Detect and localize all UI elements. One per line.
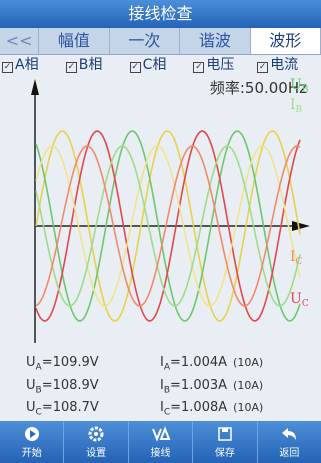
- check-box: ✓: [257, 62, 268, 73]
- start-button[interactable]: 开始: [0, 421, 64, 463]
- symbol: U: [26, 355, 36, 370]
- checkbox[interactable]: ✓C相: [130, 55, 194, 75]
- tab[interactable]: 波形: [251, 28, 321, 54]
- wave-label-sub: C: [302, 299, 309, 309]
- value: =108.9V: [42, 378, 99, 393]
- value: =1.003A: [170, 378, 227, 393]
- checkbox-label: B相: [79, 57, 103, 73]
- checkbox[interactable]: ✓B相: [66, 55, 130, 75]
- button-label: 设置: [86, 448, 106, 459]
- tab[interactable]: 谐波: [180, 28, 250, 54]
- voltage-reading: UA=109.9V: [26, 354, 160, 377]
- current-reading: IB=1.003A(10A): [160, 377, 263, 400]
- button-label: 接线: [151, 448, 171, 459]
- settings-button[interactable]: 设置: [64, 421, 128, 463]
- wave-label-sub: C: [296, 257, 303, 267]
- wave-label-sub: B: [296, 105, 303, 115]
- current-reading: IC=1.008A(10A): [160, 399, 263, 422]
- voltage-reading: UC=108.7V: [26, 399, 160, 422]
- checkbox[interactable]: ✓A相: [2, 55, 66, 75]
- save-button[interactable]: 保存: [193, 421, 257, 463]
- checkbox-label: A相: [15, 57, 39, 73]
- back-button[interactable]: 返回: [258, 421, 321, 463]
- tab[interactable]: <<: [0, 28, 39, 54]
- value: =108.7V: [42, 400, 99, 415]
- range: (10A): [233, 379, 263, 392]
- value: =1.004A: [170, 355, 227, 370]
- checkbox-label: 电压: [206, 57, 234, 73]
- check-box: ✓: [193, 62, 204, 73]
- axis-arrow: [292, 221, 310, 231]
- check-box: ✓: [66, 62, 77, 73]
- wave-label: UB: [290, 77, 309, 95]
- toolbar: 开始 设置 接线 保存 返回: [0, 421, 321, 463]
- current-reading: IA=1.004A(10A): [160, 354, 263, 377]
- tab[interactable]: 一次: [110, 28, 180, 54]
- value: =109.9V: [42, 355, 99, 370]
- device-screen: 接线检查 << 幅值 一次 谐波 波形 ✓A相✓B相✓C相✓电压✓电流 频率:5…: [0, 0, 321, 463]
- voltage-reading: UB=108.9V: [26, 377, 160, 400]
- checkbox-row: ✓A相✓B相✓C相✓电压✓电流: [0, 55, 321, 75]
- axis-arrow: [31, 79, 39, 95]
- wave-label-main: U: [290, 77, 302, 93]
- wave-label: IB: [290, 97, 303, 115]
- value: =1.008A: [170, 400, 227, 415]
- wave-label-main: U: [290, 291, 302, 307]
- tab-bar: << 幅值 一次 谐波 波形: [0, 28, 321, 55]
- checkbox[interactable]: ✓电流: [257, 55, 321, 75]
- symbol: U: [26, 378, 36, 393]
- wiring-button[interactable]: 接线: [129, 421, 193, 463]
- range: (10A): [233, 356, 263, 369]
- wave-label-sub: B: [302, 85, 309, 95]
- checkbox-label: C相: [143, 57, 167, 73]
- tab[interactable]: 幅值: [39, 28, 109, 54]
- range: (10A): [233, 401, 263, 414]
- symbol: U: [26, 400, 36, 415]
- button-label: 开始: [22, 448, 42, 459]
- wave-label: UC: [290, 291, 309, 309]
- checkbox-label: 电流: [270, 57, 298, 73]
- button-label: 返回: [279, 448, 299, 459]
- wave-label: IC: [290, 249, 303, 267]
- check-box: ✓: [130, 62, 141, 73]
- checkbox[interactable]: ✓电压: [193, 55, 257, 75]
- title-bar: 接线检查: [0, 0, 321, 28]
- button-label: 保存: [215, 448, 235, 459]
- check-box: ✓: [2, 62, 13, 73]
